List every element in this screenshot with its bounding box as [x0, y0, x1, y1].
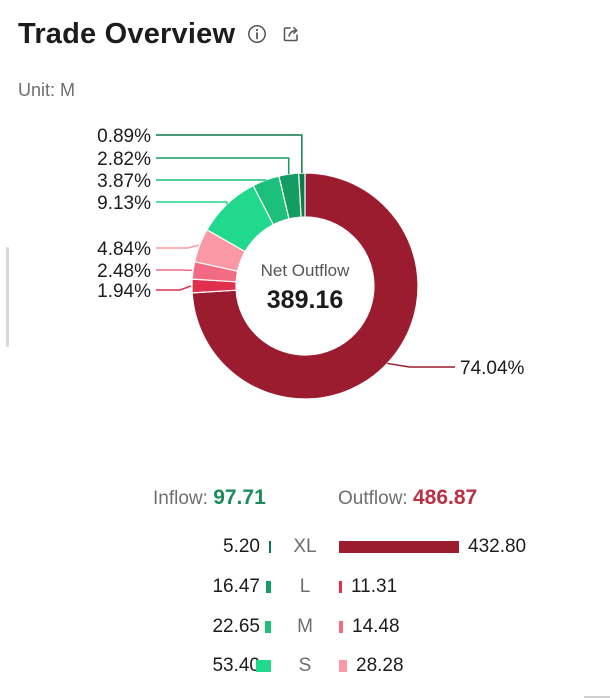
leader-line-outflow-s — [156, 244, 199, 249]
slice-percent-label-outflow-m: 2.48% — [97, 261, 151, 282]
leader-line-outflow-l — [156, 285, 192, 291]
center-label: Net Outflow — [261, 261, 351, 280]
outflow-label: Outflow: — [338, 488, 408, 509]
leader-line-inflow-l — [156, 157, 290, 175]
slice-percent-label-outflow-s: 4.84% — [97, 239, 151, 260]
leader-line-outflow-xl — [387, 362, 455, 368]
inflow-bar-l — [266, 581, 271, 593]
slice-percent-label-outflow-xl: 74.04% — [460, 358, 525, 379]
share-icon[interactable] — [281, 24, 301, 44]
inflow-bar-xl — [269, 541, 271, 553]
inflow-value-s: 53.40 — [212, 655, 260, 676]
breakdown-row-l: 16.47 L 11.31 — [0, 573, 610, 601]
unit-label: Unit: M — [18, 80, 76, 100]
size-label-s: S — [298, 655, 312, 676]
outflow-value-m: 14.48 — [352, 616, 400, 637]
slice-percent-label-inflow-m: 3.87% — [97, 171, 151, 192]
size-label-l: L — [299, 576, 311, 597]
breakdown-row-s: 53.40 S 28.28 — [0, 652, 610, 680]
outflow-value: 486.87 — [412, 486, 478, 509]
outflow-summary: Outflow: 486.87 — [338, 486, 477, 510]
bottom-edge-indicator — [584, 696, 610, 698]
slice-percent-label-inflow-s: 9.13% — [97, 193, 151, 214]
page-title: Trade Overview — [18, 17, 236, 50]
center-value: 389.16 — [267, 286, 343, 314]
inflow-summary: Inflow: 97.71 — [153, 486, 266, 510]
breakdown-row-m: 22.65 M 14.48 — [0, 613, 610, 641]
size-label-m: M — [297, 616, 313, 637]
donut-slice-inflow-xl[interactable] — [298, 172, 306, 218]
inflow-label: Inflow: — [153, 488, 208, 509]
inflow-bar-s — [256, 660, 271, 672]
outflow-bar-s — [339, 660, 347, 672]
size-label-xl: XL — [293, 536, 317, 557]
donut-slices — [191, 172, 419, 400]
outflow-value-xl: 432.80 — [468, 536, 527, 557]
donut-leader-lines — [156, 134, 455, 368]
outflow-value-s: 28.28 — [356, 655, 404, 676]
scroll-indicator[interactable] — [6, 247, 9, 347]
donut-percent-labels: 74.04% 1.94%2.48%4.84% 9.13%3.87%2.82%0.89… — [97, 126, 524, 379]
leader-line-inflow-xl — [156, 134, 303, 174]
breakdown-row-xl: 5.20 XL 432.80 — [0, 533, 610, 561]
donut-slice-outflow-xl[interactable] — [191, 172, 419, 400]
outflow-bar-m — [339, 621, 343, 633]
inflow-value-l: 16.47 — [212, 576, 260, 597]
slice-percent-label-inflow-xl: 0.89% — [97, 126, 151, 147]
inflow-value: 97.71 — [213, 486, 266, 509]
outflow-value-l: 11.31 — [351, 576, 398, 597]
inflow-bar-m — [265, 621, 271, 633]
inflow-value-xl: 5.20 — [223, 536, 260, 557]
header: Trade Overview — [18, 14, 301, 54]
leader-line-inflow-s — [156, 201, 228, 205]
slice-percent-label-outflow-l: 1.94% — [97, 281, 151, 302]
outflow-bar-xl — [339, 541, 459, 553]
net-flow-donut-chart: 74.04% 1.94%2.48%4.84% 9.13%3.87%2.82%0.89… — [97, 126, 525, 400]
info-icon[interactable] — [247, 24, 267, 44]
slice-percent-label-inflow-l: 2.82% — [97, 149, 151, 170]
inflow-value-m: 22.65 — [212, 616, 260, 637]
outflow-bar-l — [339, 581, 342, 593]
